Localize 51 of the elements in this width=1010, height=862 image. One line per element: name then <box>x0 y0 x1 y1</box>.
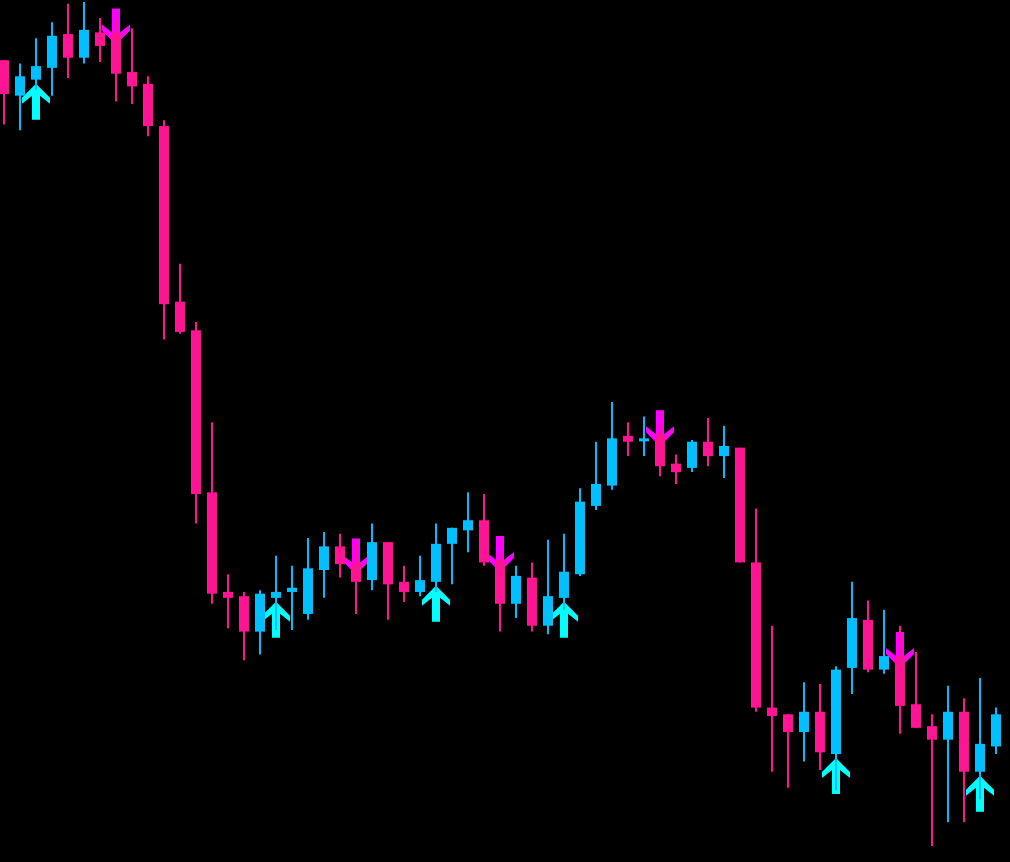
candlestick <box>639 415 649 458</box>
candlestick <box>367 522 377 592</box>
candlestick <box>815 682 825 772</box>
candlestick <box>927 713 937 847</box>
candlestick <box>479 493 489 567</box>
candlestick <box>399 564 409 604</box>
candlestick <box>319 531 329 599</box>
candlestick <box>111 18 121 103</box>
candlestick <box>239 590 249 662</box>
candlestick <box>431 522 441 593</box>
candlestick <box>607 401 617 491</box>
candlestick <box>287 564 297 631</box>
candlestick <box>591 440 601 512</box>
candlestick <box>671 453 681 485</box>
candlestick <box>303 536 313 621</box>
candlestick <box>63 2 73 79</box>
candlestick <box>255 589 265 656</box>
candlestick <box>495 551 505 633</box>
candlestick <box>415 554 425 598</box>
candlestick <box>623 421 633 458</box>
candlestick <box>911 650 921 729</box>
candlestick <box>127 27 137 106</box>
candlestick <box>975 677 985 801</box>
candlestick <box>799 681 809 763</box>
candlestick <box>559 532 569 611</box>
candlestick <box>703 417 713 468</box>
candlestick <box>143 75 153 138</box>
candlestick <box>95 17 105 63</box>
candlestick <box>383 541 393 621</box>
candlestick <box>15 62 25 132</box>
candlestick <box>175 262 185 335</box>
candlestick <box>879 608 889 675</box>
candlestick <box>47 21 57 97</box>
candlestick <box>447 526 457 586</box>
candlestick <box>543 538 553 636</box>
candlestick <box>0 59 9 126</box>
candlestick <box>79 1 89 65</box>
candlestick <box>351 542 361 615</box>
candlestick <box>31 37 41 91</box>
candlestick <box>783 713 793 789</box>
candlestick <box>655 423 665 478</box>
candlestick <box>687 439 697 474</box>
candlestick <box>335 532 345 579</box>
candlestick <box>223 573 233 630</box>
candlestick <box>991 706 1001 755</box>
candlestick <box>463 491 473 554</box>
candlestick <box>719 424 729 480</box>
candlestick <box>271 554 281 631</box>
candlestick <box>943 684 953 824</box>
candlestick <box>767 624 777 773</box>
candlestick <box>511 564 521 620</box>
